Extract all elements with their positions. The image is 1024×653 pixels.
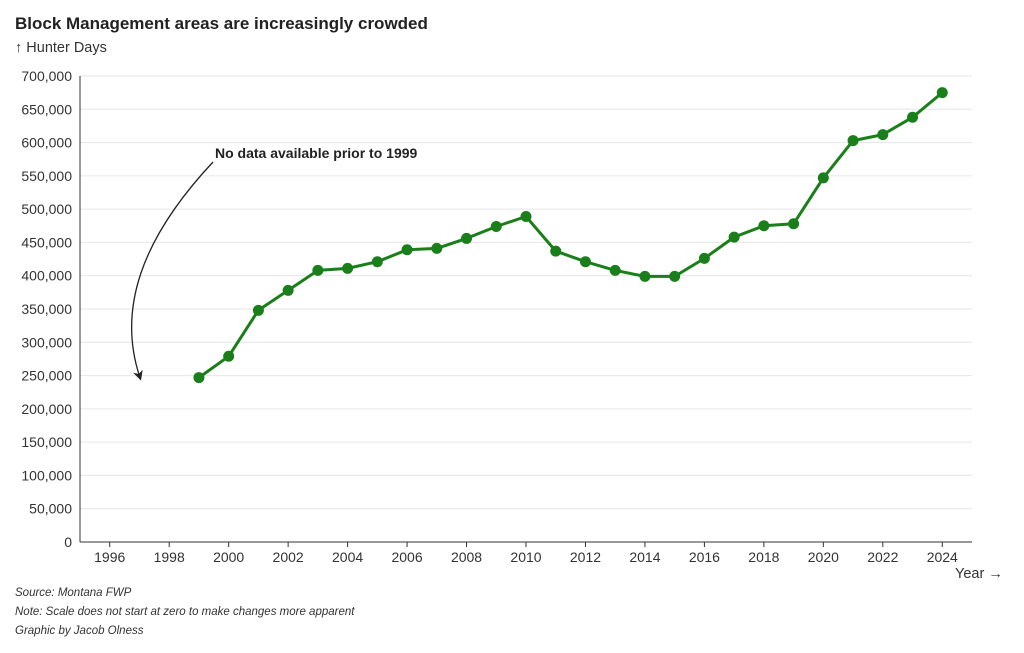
x-tick-label: 2020 [808, 549, 839, 565]
y-tick-label: 550,000 [21, 168, 72, 184]
x-tick-label: 1996 [94, 549, 125, 565]
x-tick-label: 2000 [213, 549, 244, 565]
y-tick-label: 650,000 [21, 101, 72, 117]
x-tick-label: 2002 [273, 549, 304, 565]
x-axis-label: Year → [955, 566, 1003, 582]
data-point [490, 220, 502, 232]
chart-notes: Source: Montana FWP Note: Scale does not… [15, 584, 354, 641]
x-tick-label: 2012 [570, 549, 601, 565]
data-point [342, 262, 354, 274]
y-tick-label: 150,000 [21, 434, 72, 450]
data-point [431, 242, 443, 254]
x-tick-label: 2004 [332, 549, 363, 565]
y-tick-label: 350,000 [21, 301, 72, 317]
data-point [609, 264, 621, 276]
chart-title: Block Management areas are increasingly … [15, 14, 428, 33]
series-line [198, 91, 944, 379]
data-point [788, 218, 800, 230]
y-tick-label: 600,000 [21, 135, 72, 151]
y-axis-label: ↑ Hunter Days [15, 40, 107, 56]
x-tick-label: 1998 [154, 549, 185, 565]
x-axis: 1996 1998 2000 2002 2004 2006 2008 2010 2012 2014… [79, 76, 972, 565]
data-point [550, 245, 562, 257]
source-note: Source: Montana FWP [15, 587, 132, 599]
x-tick-label: 2018 [748, 549, 779, 565]
data-point [907, 111, 919, 123]
x-tick-label: 2022 [867, 549, 898, 565]
data-point [579, 256, 591, 268]
y-tick-label: 700,000 [21, 68, 72, 84]
data-point [936, 87, 948, 99]
scale-note: Note: Scale does not start at zero to ma… [15, 606, 355, 618]
y-tick-label: 400,000 [21, 268, 72, 284]
data-point [698, 252, 710, 264]
annotation-arrow [130, 161, 214, 381]
data-point [877, 129, 889, 141]
x-tick-label: 2008 [451, 549, 482, 565]
x-tick-label: 2014 [629, 549, 660, 565]
data-point [520, 210, 532, 222]
data-point [669, 270, 681, 282]
data-point [312, 264, 324, 276]
y-tick-label: 500,000 [21, 201, 72, 217]
data-point [639, 270, 651, 282]
credit-note: Graphic by Jacob Olness [15, 625, 144, 637]
data-point [847, 135, 859, 147]
hunter-days-series [193, 87, 948, 384]
data-point [758, 220, 770, 232]
data-point [223, 350, 235, 362]
y-tick-label: 0 [64, 534, 72, 550]
data-point [728, 231, 740, 243]
y-tick-label: 200,000 [21, 401, 72, 417]
y-axis-ticks: 0 50,000 100,000 150,000 200,000 250,000 300,0… [21, 68, 72, 550]
data-point [817, 172, 829, 184]
x-tick-label: 2006 [391, 549, 422, 565]
data-point [401, 244, 413, 256]
y-tick-label: 450,000 [21, 234, 72, 250]
data-point [371, 256, 383, 268]
data-point [461, 232, 473, 244]
x-tick-label: 2016 [689, 549, 720, 565]
data-point [282, 284, 294, 296]
y-tick-label: 50,000 [29, 501, 72, 517]
annotation: No data available prior to 1999 [130, 145, 418, 381]
data-point [193, 372, 205, 384]
x-tick-label: 2010 [510, 549, 541, 565]
y-tick-label: 250,000 [21, 368, 72, 384]
y-tick-label: 100,000 [21, 467, 72, 483]
y-tick-label: 300,000 [21, 334, 72, 350]
x-tick-label: 2024 [927, 549, 958, 565]
data-point [252, 304, 264, 316]
gridlines [80, 75, 972, 510]
annotation-text: No data available prior to 1999 [215, 145, 418, 161]
